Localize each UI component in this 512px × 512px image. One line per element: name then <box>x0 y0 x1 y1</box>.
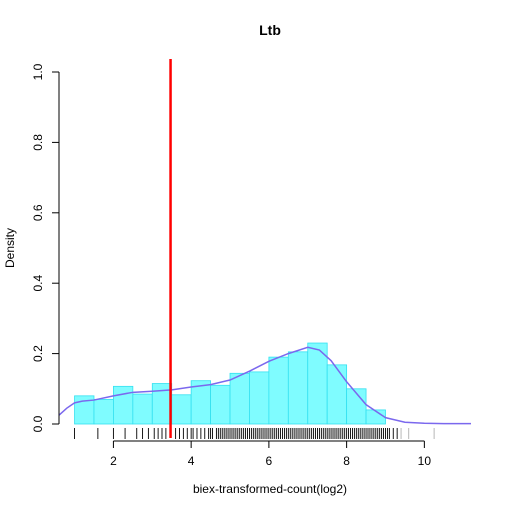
histogram-bar-11 <box>268 356 289 425</box>
histogram-bar-12 <box>287 351 309 425</box>
histogram-bar-6 <box>171 394 192 425</box>
y-axis-label: Density <box>3 228 17 268</box>
x-axis: 2 4 6 8 10 <box>110 440 432 468</box>
y-tick-label-5: 0.8 <box>31 134 45 151</box>
x-tick-label-4: 8 <box>343 454 350 468</box>
chart-title: Ltb <box>259 22 281 38</box>
x-tick-label-2: 4 <box>188 454 195 468</box>
y-axis: 0.0 0.2 0.4 0.6 0.8 1.0 <box>31 63 60 432</box>
histogram-bar-2 <box>93 398 114 425</box>
x-tick-label-3: 6 <box>266 454 273 468</box>
histogram-bars <box>74 342 386 425</box>
x-tick-label-1: 2 <box>110 454 117 468</box>
histogram-bar-10 <box>249 371 270 425</box>
y-tick-label-3: 0.4 <box>31 275 45 292</box>
x-tick-label-5: 10 <box>418 454 432 468</box>
histogram-bar-3 <box>113 385 134 425</box>
y-tick-label-1: 0.0 <box>31 415 45 432</box>
histogram-bar-14 <box>326 364 348 425</box>
histogram-bar-9 <box>229 372 250 425</box>
histogram-bar-8 <box>210 384 231 425</box>
y-tick-label-2: 0.2 <box>31 345 45 362</box>
y-tick-label-4: 0.6 <box>31 204 45 221</box>
histogram-bar-15 <box>346 388 367 425</box>
y-tick-label-6: 1.0 <box>31 63 45 80</box>
density-curve <box>58 346 471 425</box>
histogram-bar-4 <box>132 393 153 425</box>
rug-ticks <box>74 428 435 439</box>
density-curve-group <box>58 346 471 425</box>
x-axis-label: biex-transformed-count(log2) <box>193 482 347 496</box>
